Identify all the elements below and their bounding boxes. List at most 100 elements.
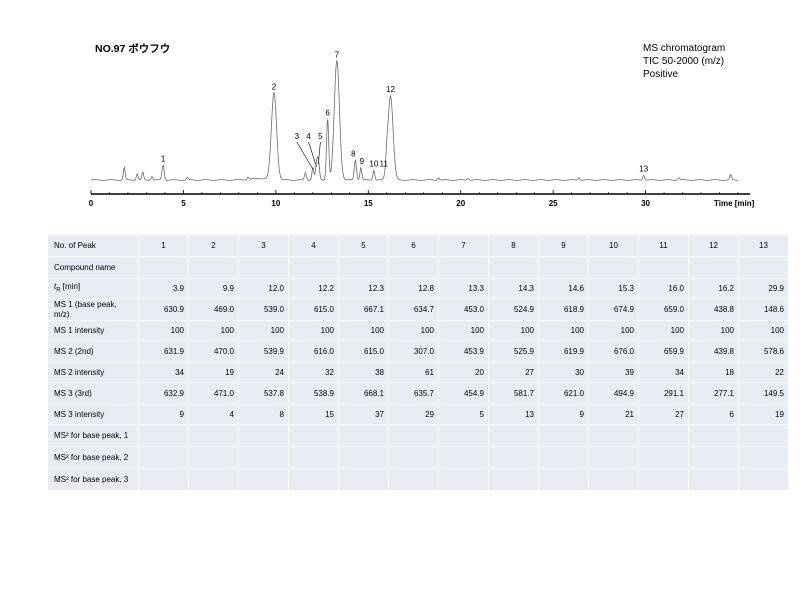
table-cell: 525.9 — [488, 340, 539, 363]
table-cell — [588, 446, 639, 469]
table-cell: 277.1 — [688, 382, 739, 405]
peak-table: No. of Peak 1 2 3 4 5 6 7 8 9 10 11 12 13 Compound nam… — [47, 234, 789, 491]
table-cell: 30 — [538, 362, 589, 383]
table-cell — [638, 446, 689, 469]
table-cell — [138, 256, 189, 279]
table-cell: 27 — [488, 362, 539, 383]
table-cell: 34 — [138, 362, 189, 383]
table-cell: 5 — [438, 404, 489, 425]
table-cell — [388, 424, 439, 447]
table-cell: 634.7 — [388, 298, 439, 321]
table-cell: 8 — [238, 404, 289, 425]
row-label: MS² for base peak, 3 — [47, 468, 139, 491]
peak-label: 9 — [360, 157, 365, 166]
table-cell: 100 — [638, 320, 689, 341]
table-cell: 632.9 — [138, 382, 189, 405]
table-cell: 100 — [688, 320, 739, 341]
table-cell: 20 — [438, 362, 489, 383]
table-cell: 100 — [488, 320, 539, 341]
column-header: 11 — [638, 234, 689, 257]
info-line-detection: MS chromatogram — [643, 43, 726, 54]
table-cell: 668.1 — [338, 382, 389, 405]
table-cell: 27 — [638, 404, 689, 425]
table-cell — [338, 256, 389, 279]
table-cell: 13.3 — [438, 278, 489, 299]
table-cell: 9.9 — [188, 278, 239, 299]
table-cell: 453.0 — [438, 298, 489, 321]
table-cell — [738, 256, 789, 279]
table-cell: 100 — [438, 320, 489, 341]
column-header: 13 — [738, 234, 789, 257]
peak-label-leader — [308, 141, 317, 167]
table-cell: 14.3 — [488, 278, 539, 299]
table-cell: 631.9 — [138, 340, 189, 363]
table-row: MS 1 intensity 100 100 100 100 100 100 100 100 10… — [47, 320, 789, 341]
table-cell: 100 — [138, 320, 189, 341]
table-cell: 22 — [738, 362, 789, 383]
table-cell: 19 — [738, 404, 789, 425]
x-axis-label: Time [min] — [714, 199, 755, 208]
table-cell — [638, 468, 689, 491]
table-cell: 149.5 — [738, 382, 789, 405]
table-cell — [738, 446, 789, 469]
table-cell — [288, 256, 339, 279]
table-cell: 100 — [388, 320, 439, 341]
table-cell: 24 — [238, 362, 289, 383]
table-row: MS 3 intensity 9 4 8 15 37 29 5 13 9 21 27 6 19 — [47, 404, 789, 425]
table-cell — [238, 446, 289, 469]
table-cell: 9 — [138, 404, 189, 425]
table-cell: 4 — [188, 404, 239, 425]
table-cell: 18 — [688, 362, 739, 383]
table-cell: 100 — [188, 320, 239, 341]
tic-trace — [90, 59, 739, 181]
table-cell — [138, 446, 189, 469]
table-row: MS 2 (2nd) 631.9 470.0 539.9 616.0 615.0 307.0… — [47, 340, 789, 363]
table-cell: 100 — [538, 320, 589, 341]
table-cell — [288, 468, 339, 491]
table-cell: 578.6 — [738, 340, 789, 363]
peak-label: 6 — [325, 109, 330, 118]
info-line-polarity: Positive — [643, 69, 679, 80]
column-header: 3 — [238, 234, 289, 257]
table-cell: 616.0 — [288, 340, 339, 363]
table-cell: 581.7 — [488, 382, 539, 405]
table-cell — [488, 468, 539, 491]
table-cell — [188, 256, 239, 279]
row-label: Compound name — [47, 256, 139, 279]
x-tick-label: 30 — [641, 199, 650, 208]
table-cell: 615.0 — [288, 298, 339, 321]
table-cell: 3.9 — [138, 278, 189, 299]
table-cell: 538.9 — [288, 382, 339, 405]
table-cell — [738, 424, 789, 447]
table-cell: 29 — [388, 404, 439, 425]
table-cell: 14.6 — [538, 278, 589, 299]
table-cell: 15.3 — [588, 278, 639, 299]
table-cell: 15 — [288, 404, 339, 425]
page-title: NO.97 ボウフウ — [95, 43, 171, 55]
table-cell: 676.0 — [588, 340, 639, 363]
peak-label: 2 — [272, 83, 277, 92]
table-cell — [688, 424, 739, 447]
table-cell — [238, 424, 289, 447]
peak-label: 7 — [335, 50, 340, 59]
x-axis-ticks: 0 5 10 15 20 25 30 — [89, 190, 739, 208]
row-label: MS 2 intensity — [47, 362, 139, 383]
row-label: MS 3 (3rd) — [47, 382, 139, 405]
column-header: 7 — [438, 234, 489, 257]
table-cell: 635.7 — [388, 382, 439, 405]
table-cell: 621.0 — [538, 382, 589, 405]
table-cell: 469.0 — [188, 298, 239, 321]
table-cell — [188, 446, 239, 469]
table-header-label: No. of Peak — [47, 234, 139, 257]
table-cell: 539.9 — [238, 340, 289, 363]
table-cell: 630.9 — [138, 298, 189, 321]
table-cell: 100 — [238, 320, 289, 341]
peak-label: 5 — [318, 132, 323, 141]
x-tick-label: 0 — [89, 199, 94, 208]
table-cell — [438, 468, 489, 491]
table-cell — [588, 424, 639, 447]
x-tick-label: 5 — [181, 199, 186, 208]
table-cell: 37 — [338, 404, 389, 425]
table-cell: 659.0 — [638, 298, 689, 321]
